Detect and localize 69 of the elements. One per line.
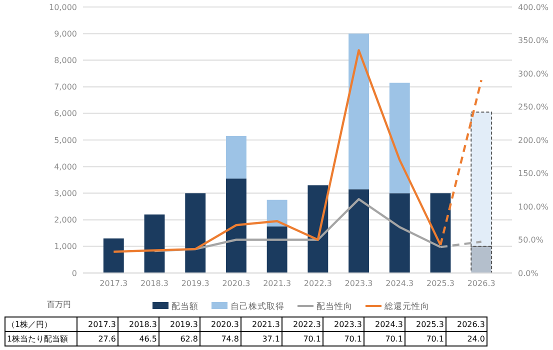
text: 2024.3 <box>375 320 403 330</box>
x-tick-label: 2025.3 <box>426 279 454 288</box>
y2-tick-label: 400.0% <box>518 2 549 12</box>
y-tick-label: 3,000 <box>54 189 77 198</box>
legend-label: 配当額 <box>172 300 198 312</box>
x-tick-label: 2018.3 <box>140 279 168 288</box>
bar <box>389 193 410 273</box>
y-tick-label: 7,000 <box>54 82 77 92</box>
text: 2025.3 <box>416 320 444 330</box>
bar <box>185 193 206 273</box>
bar <box>308 185 328 273</box>
x-tick-label: 2023.3 <box>344 279 373 288</box>
bar <box>348 34 369 190</box>
bar <box>348 189 369 273</box>
y-tick-label: 2,000 <box>54 216 77 225</box>
y-tick-label: 10,000 <box>49 2 77 12</box>
text: 27.6 <box>98 334 116 344</box>
text: 37.1 <box>262 334 280 344</box>
text: 2021.3 <box>252 320 280 330</box>
text: （1株／円） <box>7 320 52 330</box>
y2-tick-label: 250.0% <box>518 102 549 112</box>
y-tick-label: 8,000 <box>54 56 77 65</box>
text: 46.5 <box>139 334 157 344</box>
text: 1株当たり配当額 <box>7 334 68 344</box>
x-tick-label: 2019.3 <box>181 279 210 288</box>
text: 70.1 <box>303 334 321 344</box>
y-tick-label: 0 <box>72 268 77 278</box>
y-tick-label: 9,000 <box>54 29 77 38</box>
text: 2018.3 <box>129 320 157 330</box>
x-tick-label: 2022.3 <box>304 279 332 288</box>
legend-label: 総還元性向 <box>384 300 430 312</box>
text: 70.1 <box>426 334 444 344</box>
x-tick-label: 2020.3 <box>222 279 250 288</box>
bar <box>266 226 288 273</box>
text: 2020.3 <box>211 320 239 330</box>
bar <box>226 136 246 179</box>
text: 24.0 <box>467 334 485 344</box>
text: 74.8 <box>221 334 239 344</box>
y-axis-title: 百万円 <box>47 300 71 309</box>
text: 70.1 <box>344 334 362 344</box>
bar <box>389 82 410 194</box>
bar <box>226 178 246 273</box>
y2-tick-label: 200.0% <box>518 136 549 145</box>
x-tick-label: 2021.3 <box>263 279 292 288</box>
x-tick-label: 2024.3 <box>386 279 414 288</box>
y2-tick-label: 50.0% <box>518 236 544 245</box>
text: 2026.3 <box>457 320 485 330</box>
y-tick-label: 5,000 <box>54 136 77 145</box>
x-tick-label: 2017.3 <box>100 279 128 288</box>
x-tick-label: 2026.3 <box>467 279 496 288</box>
text: 2019.3 <box>170 320 198 330</box>
y-tick-label: 1,000 <box>54 242 77 252</box>
y2-tick-label: 300.0% <box>518 69 549 78</box>
y2-tick-label: 150.0% <box>518 169 549 178</box>
bar <box>103 238 124 273</box>
y2-tick-label: 350.0% <box>518 36 549 46</box>
y-tick-label: 6,000 <box>54 109 77 118</box>
bar <box>144 214 165 273</box>
y2-tick-label: 0.0% <box>518 268 539 278</box>
legend-label: 配当性向 <box>316 300 352 312</box>
text: 2022.3 <box>293 320 321 330</box>
text: 62.8 <box>180 334 198 344</box>
y-tick-label: 4,000 <box>54 162 77 172</box>
y2-tick-label: 100.0% <box>518 202 549 212</box>
text: 2023.3 <box>334 320 362 330</box>
bar <box>266 200 288 226</box>
text: 2017.3 <box>88 320 116 330</box>
legend-label: 自己株式取得 <box>230 300 284 312</box>
text: 70.1 <box>385 334 403 344</box>
